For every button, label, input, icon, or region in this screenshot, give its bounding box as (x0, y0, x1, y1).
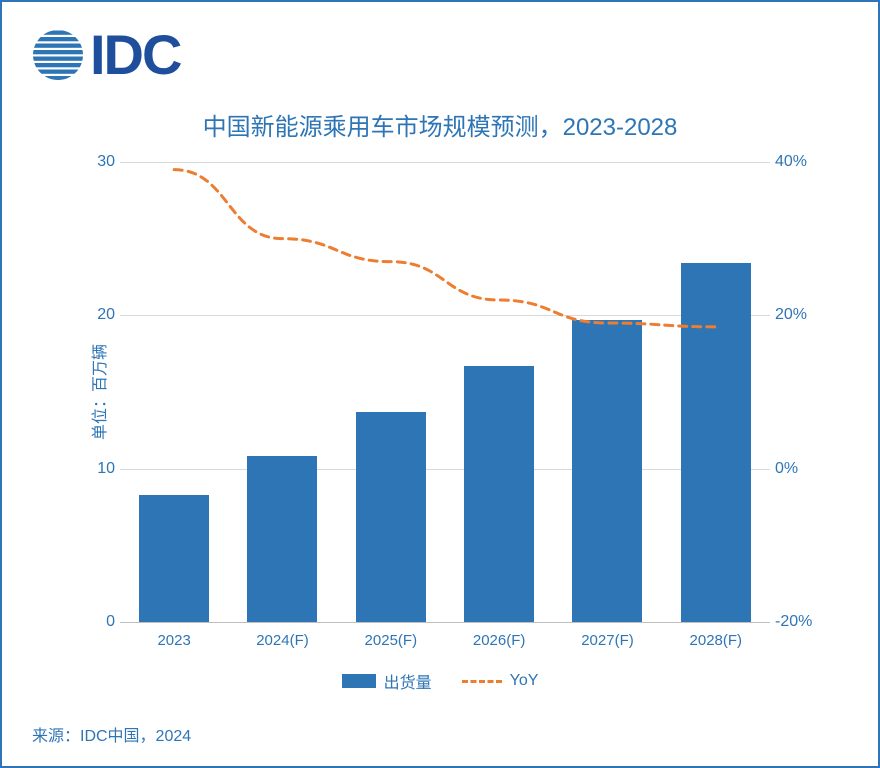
plot-area: 单位：百万辆 0102030 -20%0%20%40% (120, 162, 770, 622)
bar-series (120, 162, 770, 622)
bar (139, 495, 209, 622)
chart-title: 中国新能源乘用车市场规模预测，2023-2028 (50, 107, 830, 142)
y-right-axis: -20%0%20%40% (775, 162, 825, 622)
bar (464, 366, 534, 622)
x-tick: 2026(F) (464, 632, 534, 649)
source-note: 来源：IDC中国，2024 (32, 722, 191, 746)
idc-logo-mark (32, 29, 84, 81)
bar (572, 320, 642, 622)
x-tick: 2028(F) (681, 632, 751, 649)
chart-frame: IDC 中国新能源乘用车市场规模预测，2023-2028 单位：百万辆 0102… (0, 0, 880, 768)
idc-logo-text: IDC (90, 22, 180, 87)
legend-line: YoY (462, 672, 539, 690)
x-tick: 2024(F) (247, 632, 317, 649)
y-left-axis: 0102030 (80, 162, 115, 622)
bar (681, 263, 751, 622)
bar (356, 412, 426, 622)
x-tick: 2025(F) (356, 632, 426, 649)
legend: 出货量 YoY (50, 669, 830, 693)
legend-bar-swatch (342, 674, 376, 688)
x-axis: 2023 2024(F) 2025(F) 2026(F) 2027(F) 2028(F) (120, 632, 770, 649)
legend-line-label: YoY (510, 672, 539, 690)
legend-line-swatch (462, 680, 502, 683)
bar (247, 456, 317, 622)
legend-bars: 出货量 (342, 669, 432, 693)
legend-bar-label: 出货量 (384, 669, 432, 693)
x-tick: 2023 (139, 632, 209, 649)
chart: 中国新能源乘用车市场规模预测，2023-2028 单位：百万辆 0102030 … (50, 107, 830, 693)
x-tick: 2027(F) (572, 632, 642, 649)
idc-logo: IDC (32, 22, 848, 87)
